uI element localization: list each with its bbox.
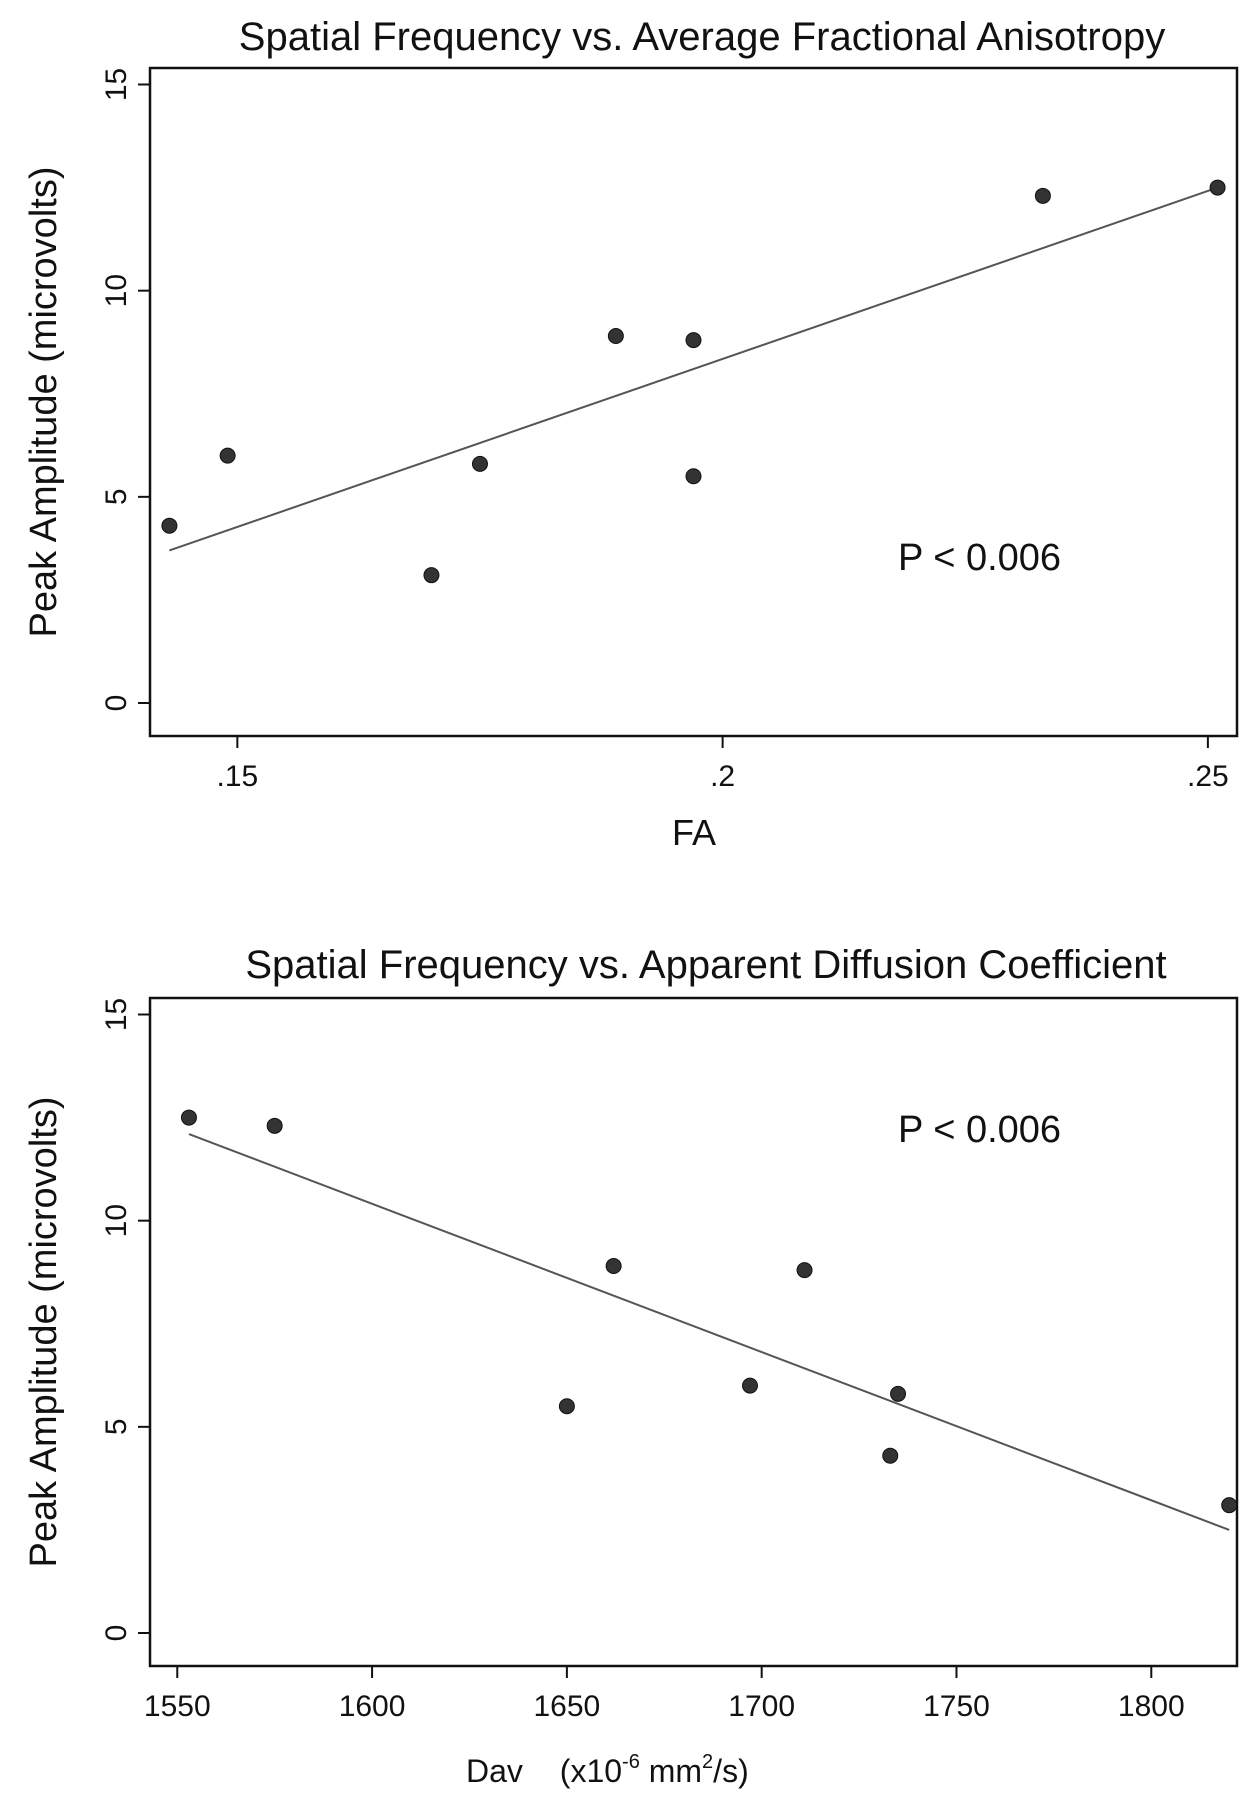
y-tick-label: 10 [100,274,133,307]
y-tick-label: 0 [100,1625,133,1642]
scatter-point [1209,179,1226,196]
x-axis-unit-sup: -6 [622,1751,640,1773]
scatter-point [890,1385,907,1402]
x-axis-unit: (x10 [560,1753,622,1789]
chart-title: Spatial Frequency vs. Average Fractional… [239,15,1165,59]
regression-line [169,186,1218,552]
y-tick-label: 10 [100,1204,133,1237]
x-axis-label: FA [672,812,716,853]
plot-frame [148,996,1239,1668]
regression-line [188,1133,1230,1531]
scatter-point [180,1109,197,1126]
y-tick-label: 15 [100,998,133,1031]
x-tick-label: 1800 [1118,1690,1185,1723]
x-tick-label: 1700 [728,1690,795,1723]
x-tick-label: .15 [216,760,258,793]
scatter-point [796,1262,813,1279]
x-axis-label-name: Dav [466,1753,523,1789]
x-tick-label: .25 [1187,760,1229,793]
scatter-point [161,517,178,534]
scatter-point [882,1447,899,1464]
plot-frame [148,66,1239,738]
y-tick-label: 0 [100,695,133,712]
y-tick-label: 5 [100,1418,133,1435]
scatter-point [1221,1497,1238,1514]
scatter-point [1034,187,1051,204]
scatter-point [607,328,624,345]
x-tick-label: 1750 [923,1690,990,1723]
p-value-annotation: P < 0.006 [898,1109,1061,1151]
x-axis-unit-end: /s) [713,1753,749,1789]
scatter-point [605,1258,622,1275]
x-tick-label: .2 [710,760,735,793]
p-value-annotation: P < 0.006 [898,537,1061,579]
x-axis-label: Dav (x10-6 mm2/s) [466,1751,749,1789]
x-axis-unit-sup2: 2 [702,1751,713,1773]
scatter-point [266,1117,283,1134]
x-tick-label: 1550 [144,1690,211,1723]
scatter-point [423,567,440,584]
y-axis-label: Peak Amplitude (microvolts) [23,1097,65,1568]
chart-panel-dav: Spatial Frequency vs. Apparent Diffusion… [23,943,1239,1789]
chart-title: Spatial Frequency vs. Apparent Diffusion… [245,943,1166,987]
scatter-point [685,468,702,485]
scatter-point [219,447,236,464]
scatter-point [471,455,488,472]
scatter-point [558,1398,575,1415]
scatter-point [685,332,702,349]
x-tick-label: 1650 [534,1690,601,1723]
y-tick-label: 5 [100,488,133,505]
y-axis-label: Peak Amplitude (microvolts) [23,167,65,638]
x-tick-label: 1600 [339,1690,406,1723]
scatter-point [741,1377,758,1394]
chart-panel-fa: Spatial Frequency vs. Average Fractional… [23,15,1239,853]
x-axis-unit-mid: mm [640,1753,702,1789]
y-tick-label: 15 [100,68,133,101]
